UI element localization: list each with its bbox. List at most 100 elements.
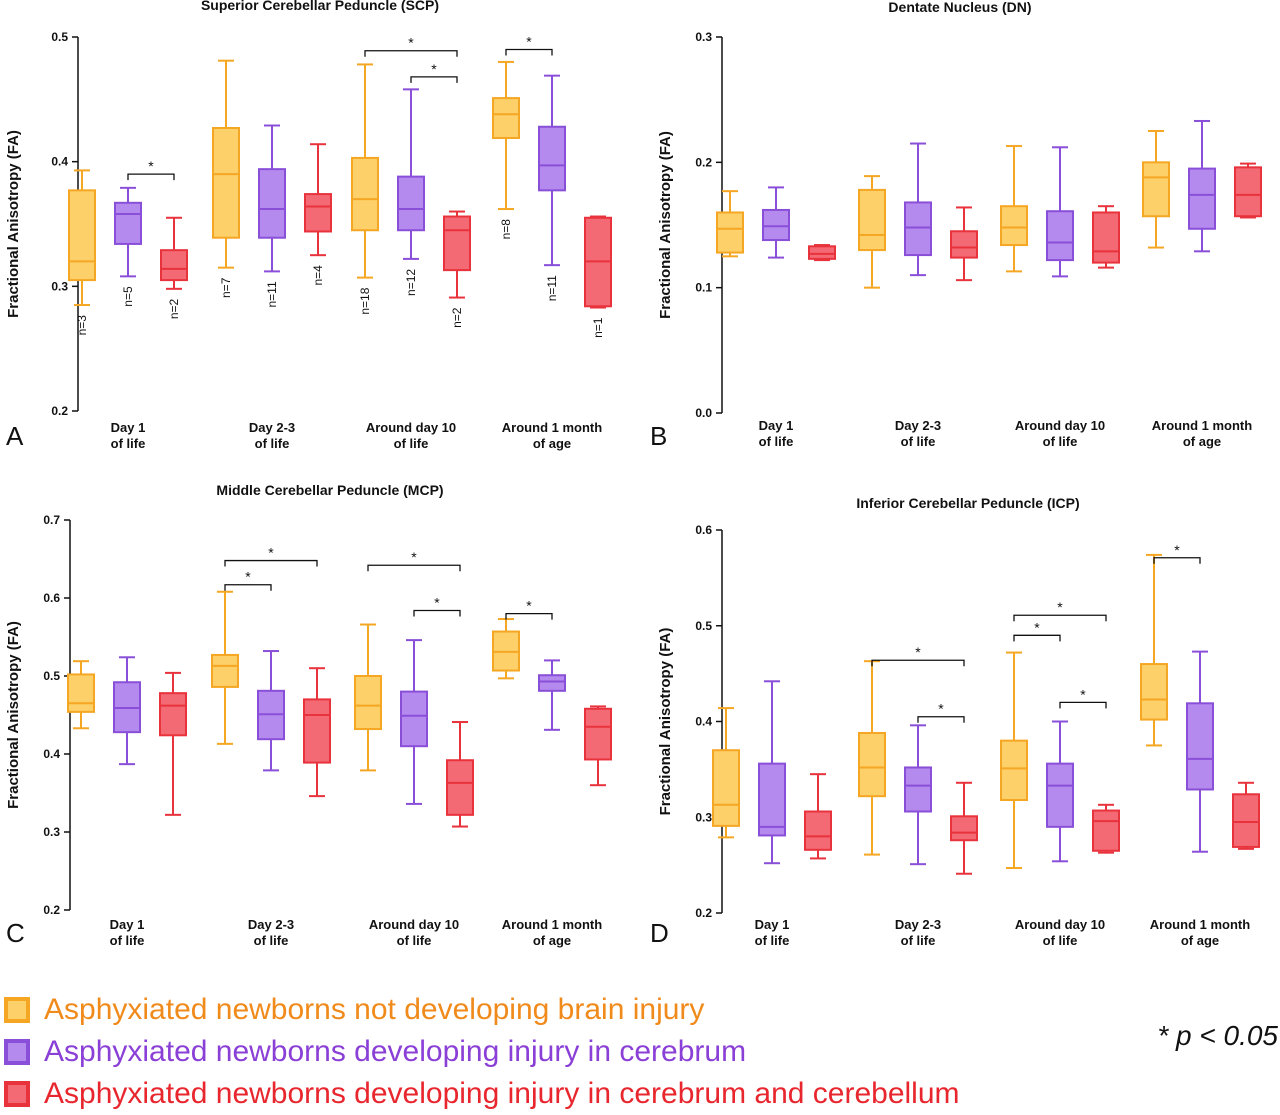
- box-iqr: [1232, 793, 1260, 848]
- box-plot: n=1: [584, 215, 612, 338]
- box-iqr: [211, 653, 239, 688]
- x-category-label: of age: [533, 933, 571, 948]
- x-category-label: Around 1 month: [1152, 418, 1252, 433]
- significance-bracket: *: [224, 569, 272, 591]
- box-plot: [1046, 720, 1074, 863]
- y-tick-label: 0.4: [51, 155, 68, 169]
- sample-size-label: n=18: [358, 287, 372, 314]
- x-category-label: of life: [110, 933, 145, 948]
- sample-size-label: n=7: [219, 277, 233, 298]
- panel-letter: B: [650, 421, 667, 451]
- x-category-label: Day 1: [759, 418, 794, 433]
- sample-size-label: n=8: [499, 219, 513, 240]
- significance-bracket: *: [505, 33, 553, 56]
- x-category-label: of life: [755, 933, 790, 948]
- x-category-label: Around day 10: [366, 420, 456, 435]
- box-plot: [492, 618, 520, 680]
- bracket-line: [505, 612, 553, 620]
- box-iqr: [904, 766, 932, 813]
- box-plot: n=2: [443, 210, 471, 328]
- panel-letter: C: [6, 918, 25, 948]
- box-plot: [1234, 162, 1262, 219]
- panel-letter: D: [650, 918, 669, 948]
- significance-bracket: *: [127, 158, 175, 181]
- box-plot: n=5: [114, 186, 142, 307]
- significance-star: *: [268, 545, 274, 561]
- y-tick-label: 0.5: [43, 669, 60, 683]
- box-iqr: [1142, 161, 1170, 218]
- box-iqr: [858, 188, 886, 252]
- box-plot: [1186, 650, 1214, 853]
- box-iqr: [1000, 739, 1028, 802]
- box-plot: n=11: [258, 124, 286, 308]
- legend-label: Asphyxiated newborns not developing brai…: [44, 993, 705, 1026]
- box-iqr: [397, 175, 425, 232]
- box-iqr: [159, 692, 187, 737]
- bracket-line: [1013, 634, 1061, 642]
- y-tick-label: 0.1: [695, 281, 712, 295]
- box-iqr: [1046, 210, 1074, 262]
- bracket-line: [127, 173, 175, 181]
- y-axis-label: Fractional Anisotropy (FA): [657, 628, 674, 816]
- significance-bracket: *: [364, 35, 458, 57]
- x-category-label: Around day 10: [1015, 917, 1105, 932]
- box-plot: [712, 707, 740, 839]
- y-tick-label: 0.2: [51, 404, 68, 418]
- y-tick-label: 0.5: [695, 619, 712, 633]
- box-iqr: [400, 690, 428, 748]
- bracket-line: [1153, 557, 1201, 564]
- x-category-label: Day 2-3: [895, 917, 941, 932]
- significance-star: *: [148, 158, 154, 174]
- box-iqr: [114, 201, 142, 245]
- box-plot: [904, 724, 932, 866]
- significance-star: *: [1057, 599, 1063, 615]
- x-category-label: Day 1: [111, 420, 146, 435]
- box-iqr: [1140, 663, 1168, 721]
- box-iqr: [762, 208, 790, 242]
- box-plot: [1046, 146, 1074, 278]
- box-iqr: [1186, 702, 1214, 791]
- x-category-label: of life: [397, 933, 432, 948]
- box-plot: [1142, 130, 1170, 249]
- box-plot: [904, 142, 932, 277]
- legend-swatch: [4, 997, 30, 1023]
- significance-bracket: *: [413, 594, 461, 617]
- significance-star: *: [1034, 619, 1040, 635]
- y-axis-label: Fractional Anisotropy (FA): [657, 131, 674, 319]
- bracket-line: [364, 50, 458, 57]
- chart-panel-c: Middle Cerebellar Peduncle (MCP) 0.2 0.3 0.…: [5, 482, 612, 948]
- box-iqr: [1000, 205, 1028, 247]
- x-category-label: Around 1 month: [502, 420, 602, 435]
- box-plot: [113, 656, 141, 766]
- x-category-label: of age: [1183, 434, 1221, 449]
- box-iqr: [538, 674, 566, 692]
- legend-item: Asphyxiated newborns developing injury i…: [4, 1076, 960, 1112]
- box-iqr: [1234, 166, 1262, 218]
- significance-star: *: [526, 598, 532, 614]
- y-tick-label: 0.3: [43, 825, 60, 839]
- y-axis-label: Fractional Anisotropy (FA): [5, 621, 22, 809]
- significance-bracket: *: [224, 545, 318, 567]
- x-category-label: of life: [111, 436, 146, 451]
- box-plot: [716, 190, 744, 258]
- significance-bracket: *: [1153, 542, 1201, 564]
- bracket-line: [224, 559, 318, 567]
- y-tick-label: 0.0: [695, 406, 712, 420]
- sample-size-label: n=12: [404, 269, 418, 296]
- box-plot: [1000, 145, 1028, 273]
- significance-star: *: [938, 701, 944, 717]
- box-iqr: [68, 189, 96, 282]
- box-plot: n=18: [351, 63, 379, 315]
- y-tick-label: 0.7: [43, 513, 60, 527]
- box-iqr: [808, 245, 836, 260]
- box-plot: n=11: [538, 74, 566, 301]
- box-iqr: [443, 215, 471, 272]
- y-tick-label: 0.2: [695, 155, 712, 169]
- box-iqr: [304, 193, 332, 233]
- box-plot: n=3: [68, 169, 96, 335]
- box-plot: [1092, 803, 1120, 854]
- chart-title: Dentate Nucleus (DN): [888, 0, 1031, 15]
- box-iqr: [303, 698, 331, 764]
- box-plot: n=7: [212, 59, 240, 298]
- box-plot: [950, 206, 978, 282]
